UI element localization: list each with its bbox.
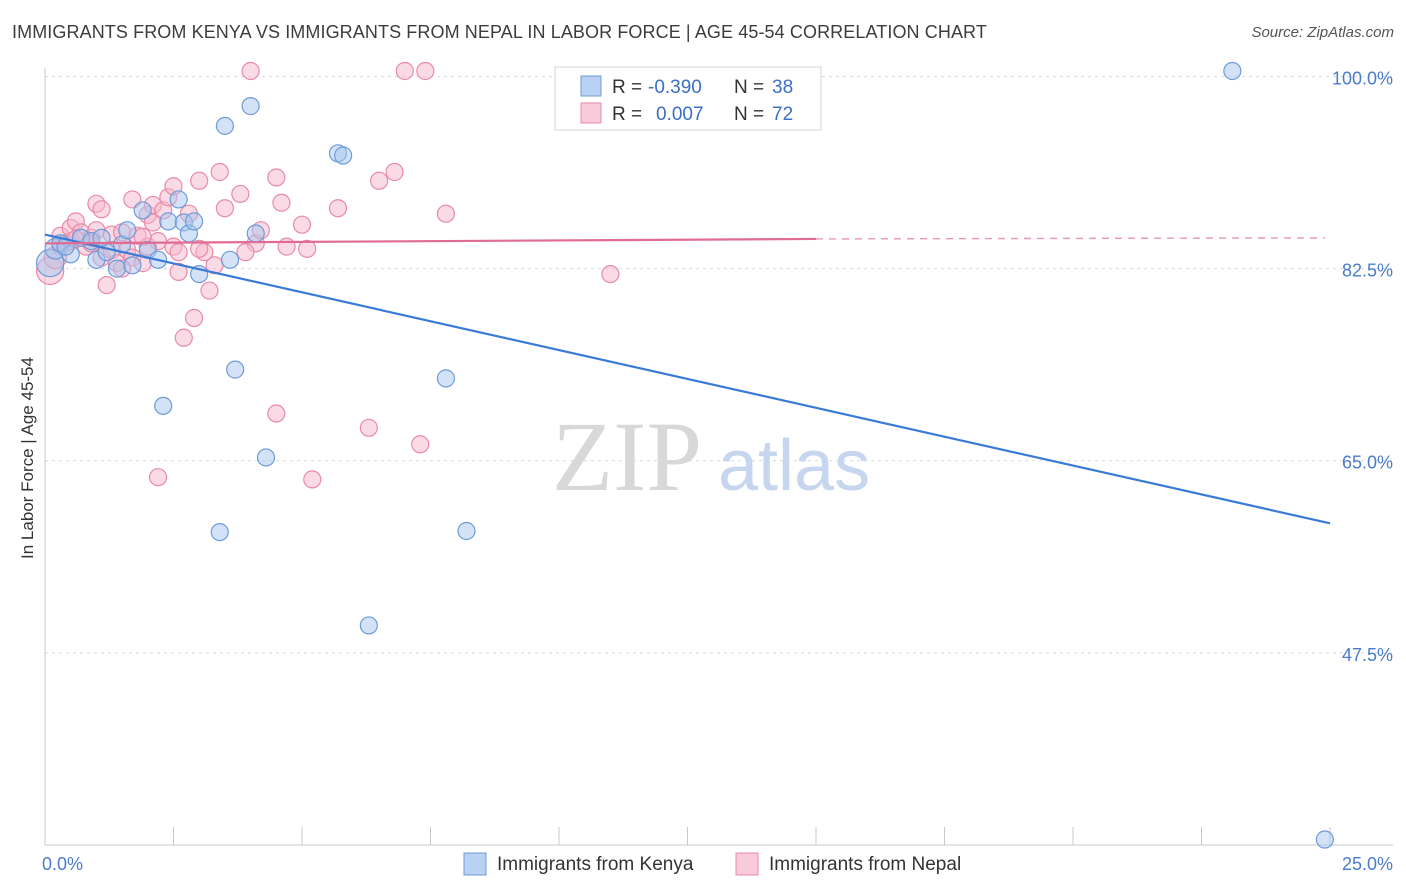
nepal-point xyxy=(277,237,296,256)
bottom-legend: Immigrants from Kenya Immigrants from Ne… xyxy=(463,852,961,876)
legend-kenya-n-label: N = xyxy=(734,77,764,98)
legend-kenya-n-value: 38 xyxy=(772,77,793,98)
axes xyxy=(44,68,1393,846)
y-tick-labels: 47.5% 65.0% 82.5% 100.0% xyxy=(1332,68,1393,664)
nepal-point xyxy=(272,193,291,212)
kenya-point xyxy=(246,224,265,243)
nepal-point xyxy=(298,239,317,258)
nepal-point xyxy=(436,204,456,223)
nepal-point xyxy=(385,162,404,182)
x-tick-min: 0.0% xyxy=(42,854,83,874)
nepal-point xyxy=(184,308,204,328)
source-label: Source: ZipAtlas.com xyxy=(1251,24,1394,41)
legend-nepal-n-label: N = xyxy=(734,104,764,125)
kenya-point xyxy=(159,212,178,231)
grid-lines xyxy=(45,75,1393,654)
nepal-point xyxy=(241,61,260,81)
y-tick-label: 47.5% xyxy=(1342,645,1393,665)
nepal-point xyxy=(303,470,322,489)
nepal-point xyxy=(328,199,348,218)
nepal-point xyxy=(411,435,430,454)
kenya-point xyxy=(226,360,245,379)
legend-kenya-r-value: -0.390 xyxy=(648,77,702,98)
kenya-point xyxy=(256,448,276,467)
top-legend: R = -0.390 N = 38 R = 0.007 N = 72 xyxy=(554,66,822,131)
kenya-point xyxy=(107,259,127,278)
nepal-point xyxy=(359,418,378,437)
watermark-atlas: atlas xyxy=(718,426,870,506)
chart-title: IMMIGRANTS FROM KENYA VS IMMIGRANTS FROM… xyxy=(12,22,987,42)
nepal-point xyxy=(210,162,229,182)
kenya-point xyxy=(154,396,173,415)
nepal-point xyxy=(97,275,116,295)
y-tick-label: 82.5% xyxy=(1342,261,1393,281)
nepal-point xyxy=(601,264,620,284)
kenya-point xyxy=(1223,61,1242,81)
legend-nepal-n-value: 72 xyxy=(772,104,793,125)
y-tick-label: 100.0% xyxy=(1332,68,1393,88)
kenya-point xyxy=(133,201,152,220)
nepal-point xyxy=(190,239,209,258)
nepal-points xyxy=(35,61,620,489)
bottom-legend-nepal-swatch xyxy=(735,852,759,876)
kenya-point xyxy=(215,116,234,135)
nepal-point xyxy=(174,328,193,347)
nepal-point xyxy=(267,168,286,187)
legend-nepal-r-label: R = xyxy=(612,104,642,125)
legend-nepal-r-value: 0.007 xyxy=(656,104,704,125)
nepal-point xyxy=(92,200,111,219)
nepal-point xyxy=(148,468,168,487)
nepal-point xyxy=(416,61,435,81)
nepal-point xyxy=(190,171,209,190)
nepal-trend-extension xyxy=(815,237,1325,240)
nepal-trend-line xyxy=(44,237,817,245)
nepal-point xyxy=(395,61,414,81)
kenya-point xyxy=(436,369,456,388)
nepal-point xyxy=(267,404,286,423)
nepal-point xyxy=(200,281,219,300)
kenya-point xyxy=(220,250,240,269)
kenya-point xyxy=(1315,830,1334,849)
legend-kenya-swatch xyxy=(580,75,602,97)
y-axis-label: In Labor Force | Age 45-54 xyxy=(18,357,37,559)
bottom-legend-kenya-swatch xyxy=(463,852,487,876)
nepal-point xyxy=(292,215,312,234)
nepal-point xyxy=(236,243,255,262)
kenya-trend-line xyxy=(44,233,1331,525)
legend-kenya-r-label: R = xyxy=(612,77,642,98)
nepal-point xyxy=(169,243,188,262)
kenya-point xyxy=(241,97,260,116)
kenya-point xyxy=(123,256,142,275)
kenya-point xyxy=(359,616,378,635)
nepal-point xyxy=(215,199,234,218)
kenya-point xyxy=(169,190,188,209)
x-tick-max: 25.0% xyxy=(1342,854,1393,874)
kenya-point xyxy=(334,146,353,165)
bottom-legend-kenya-label: Immigrants from Kenya xyxy=(497,854,694,875)
legend-nepal-swatch xyxy=(580,102,602,124)
trend-lines xyxy=(44,233,1331,525)
nepal-point xyxy=(231,184,250,204)
nepal-point xyxy=(169,262,188,281)
bottom-legend-nepal-label: Immigrants from Nepal xyxy=(769,854,961,875)
kenya-point xyxy=(210,522,229,542)
y-tick-label: 65.0% xyxy=(1342,453,1393,473)
kenya-point xyxy=(184,212,204,231)
kenya-point xyxy=(457,521,476,541)
nepal-point xyxy=(370,171,389,190)
watermark: ZIP atlas xyxy=(552,401,870,512)
kenya-point xyxy=(118,221,137,240)
watermark-zip: ZIP xyxy=(552,401,702,512)
